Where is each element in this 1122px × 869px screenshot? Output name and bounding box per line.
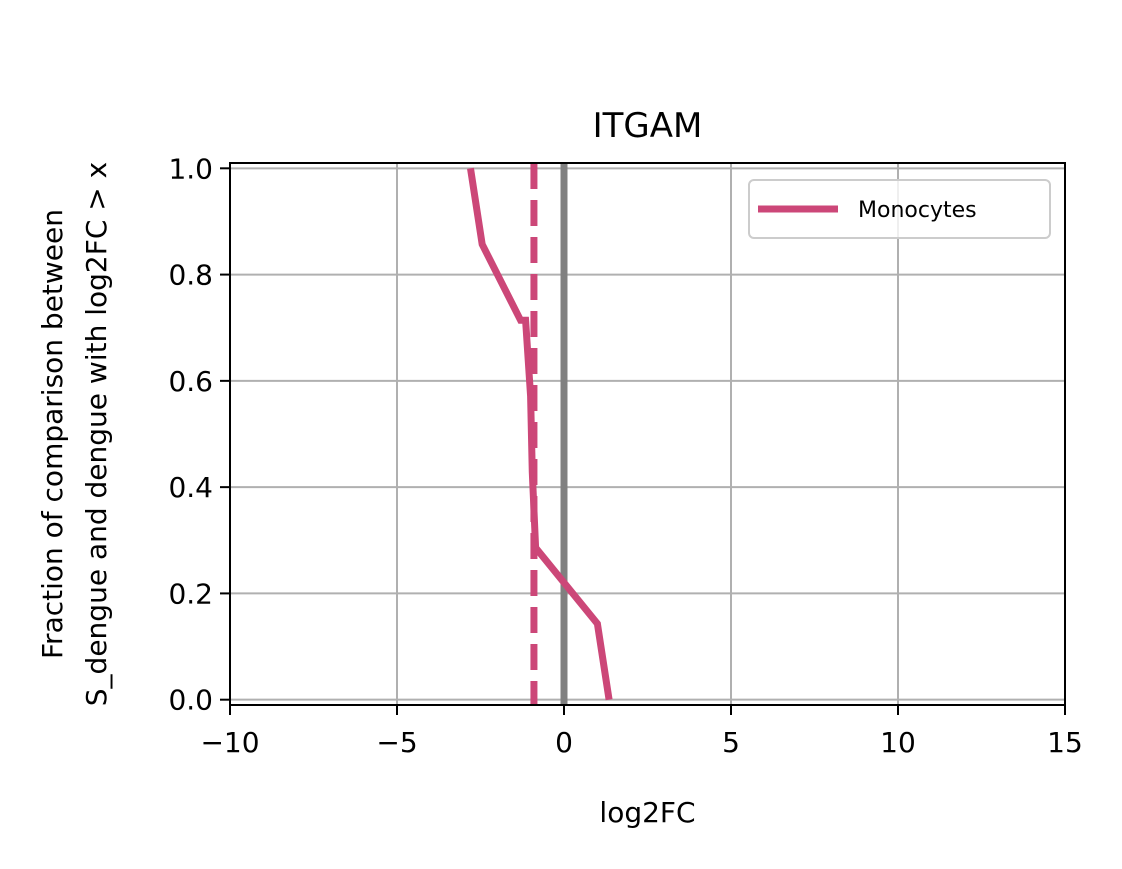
x-tick-label: 0: [555, 726, 573, 759]
x-tick-label: −10: [200, 726, 259, 759]
y-tick-label: 0.8: [168, 259, 213, 292]
x-axis-label: log2FC: [599, 796, 695, 829]
plot-frame: [229, 162, 1066, 706]
x-tick-label: 5: [722, 726, 740, 759]
series-line-monocytes: [467, 167, 613, 701]
y-axis-label-line-1: Fraction of comparison between: [36, 209, 69, 659]
ticks: −10 −5 0 5 10 15 0.0 0.2 0.4 0.6 0.8 1.0: [168, 152, 1082, 759]
series-lines: [467, 167, 613, 701]
x-tick-label: 10: [880, 726, 916, 759]
y-axis-label-line-2: S_dengue and dengue with log2FC > x: [80, 162, 113, 706]
legend: Monocytes: [748, 179, 1051, 239]
y-tick-label: 1.0: [168, 152, 213, 185]
legend-label-monocytes: Monocytes: [858, 198, 977, 223]
x-tick-label: 15: [1047, 726, 1083, 759]
y-tick-label: 0.2: [168, 577, 213, 610]
grid: [229, 163, 1066, 705]
chart-title: ITGAM: [593, 106, 703, 146]
x-tick-label: −5: [376, 726, 417, 759]
y-tick-label: 0.4: [168, 471, 213, 504]
y-tick-label: 0.0: [168, 684, 213, 717]
legend-box: [748, 179, 1051, 239]
y-tick-label: 0.6: [168, 365, 213, 398]
reference-lines: [530, 163, 568, 705]
